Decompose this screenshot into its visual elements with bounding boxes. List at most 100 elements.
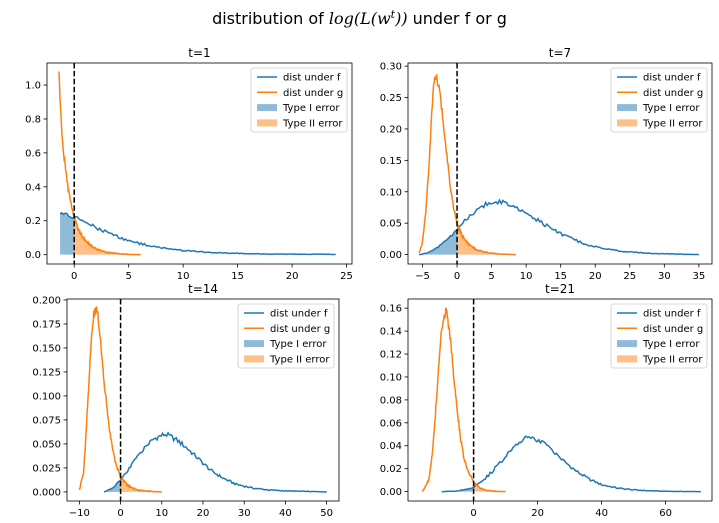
y-tick-label: 0.00 bbox=[380, 250, 402, 261]
x-tick-label: 35 bbox=[693, 271, 706, 282]
y-tick-label: 0.05 bbox=[380, 219, 402, 230]
x-tick-label: 25 bbox=[623, 271, 636, 282]
y-tick-label: 0.175 bbox=[32, 319, 61, 330]
legend-swatch bbox=[617, 340, 637, 348]
legend-label: Type II error bbox=[642, 118, 703, 129]
legend-box bbox=[610, 303, 708, 369]
x-tick-label: 0 bbox=[117, 508, 123, 519]
x-tick-label: 20 bbox=[531, 508, 544, 519]
series-line-f bbox=[59, 211, 336, 256]
legend-label: Type II error bbox=[269, 354, 330, 365]
subplot-3: t=14 −10 0 10 20 30 40 50 0.000 0.025 0.050 0.075 0.… bbox=[32, 282, 340, 519]
axes-frame bbox=[46, 62, 353, 265]
y-tick-label: 0.15 bbox=[380, 156, 402, 167]
x-tick-label: 20 bbox=[589, 271, 602, 282]
y-tick-label: 0.20 bbox=[380, 124, 402, 135]
legend-swatch bbox=[257, 119, 277, 127]
legend-box bbox=[237, 303, 335, 369]
y-tick-label: 0.075 bbox=[32, 415, 61, 426]
legend: dist under f dist under g Type I error Type… bbox=[610, 303, 708, 369]
legend-swatch bbox=[244, 355, 264, 363]
legend-label: dist under g bbox=[643, 324, 703, 335]
series-line-f bbox=[418, 198, 699, 256]
axes-frame bbox=[407, 62, 713, 265]
legend-swatch bbox=[617, 355, 637, 363]
y-tick-label: 0.150 bbox=[32, 343, 61, 354]
series-line-g bbox=[418, 74, 516, 256]
legend: dist under f dist under g Type I error Type… bbox=[610, 67, 708, 133]
plot-area bbox=[418, 63, 699, 264]
legend-item-type-i: Type I error bbox=[617, 103, 700, 114]
x-tick-label: 20 bbox=[197, 508, 210, 519]
y-tick-label: 0.6 bbox=[25, 148, 41, 159]
x-tick-label: 10 bbox=[155, 508, 168, 519]
y-tick-label: 0.08 bbox=[380, 395, 402, 406]
legend-swatch bbox=[617, 119, 637, 127]
title-math-log: log bbox=[329, 9, 354, 28]
subplot-title: t=21 bbox=[545, 282, 575, 296]
legend: dist under f dist under g Type I error Type… bbox=[237, 303, 335, 369]
series-line-g bbox=[58, 71, 141, 256]
plot-area bbox=[78, 299, 327, 501]
legend-item-type-i: Type I error bbox=[257, 103, 340, 114]
legend-label: dist under f bbox=[283, 73, 341, 84]
title-suffix: under f or g bbox=[408, 9, 507, 28]
y-tick-label: 0.10 bbox=[380, 372, 402, 383]
y-tick-label: 0.30 bbox=[380, 62, 402, 73]
y-tick-label: 0.14 bbox=[380, 327, 402, 338]
x-tick-label: 60 bbox=[659, 508, 672, 519]
y-tick-label: 0.4 bbox=[25, 182, 41, 193]
x-tick-label: 5 bbox=[126, 271, 132, 282]
legend-item-f: dist under f bbox=[617, 73, 701, 84]
y-tick-label: 0.10 bbox=[380, 187, 402, 198]
series-line-f bbox=[103, 431, 327, 493]
title-prefix: distribution of bbox=[212, 9, 329, 28]
figure-title: distribution of log(L(wt)) under f or g bbox=[212, 8, 507, 28]
legend-label: Type II error bbox=[642, 354, 703, 365]
y-tick-label: 0.12 bbox=[380, 350, 402, 361]
x-tick-label: −10 bbox=[69, 508, 90, 519]
x-tick-label: 0 bbox=[71, 271, 77, 282]
legend-item-f: dist under f bbox=[244, 309, 328, 320]
legend-item-type-ii: Type II error bbox=[257, 118, 343, 129]
y-tick-label: 0.050 bbox=[32, 439, 61, 450]
type-i-error-area bbox=[60, 212, 75, 255]
legend-item-type-ii: Type II error bbox=[244, 354, 330, 365]
x-tick-label: 20 bbox=[286, 271, 299, 282]
legend-label: dist under f bbox=[270, 309, 328, 320]
x-tick-label: −5 bbox=[415, 271, 430, 282]
y-tick-label: 0.000 bbox=[32, 487, 61, 498]
title-math-L: (L(w bbox=[354, 9, 391, 28]
y-tick-label: 0.025 bbox=[32, 463, 61, 474]
series-line-f bbox=[441, 435, 701, 493]
legend-label: dist under g bbox=[283, 88, 343, 99]
x-tick-label: 40 bbox=[279, 508, 292, 519]
legend-label: Type I error bbox=[282, 103, 340, 114]
x-tick-label: 10 bbox=[177, 271, 190, 282]
type-i-error-area bbox=[419, 229, 458, 255]
legend-label: dist under f bbox=[643, 73, 701, 84]
subplots: t=1 0 5 10 15 20 25 0.0 0.2 0.4 0.6 0.8 1.0 dist unde… bbox=[25, 46, 713, 519]
legend-label: Type I error bbox=[642, 103, 700, 114]
x-tick-label: 40 bbox=[595, 508, 608, 519]
legend-item-g: dist under g bbox=[617, 88, 703, 99]
y-tick-label: 0.100 bbox=[32, 391, 61, 402]
y-tick-label: 0.04 bbox=[380, 441, 402, 452]
x-tick-label: 15 bbox=[554, 271, 567, 282]
legend-box bbox=[250, 67, 348, 133]
legend-item-type-ii: Type II error bbox=[617, 118, 703, 129]
x-tick-label: 30 bbox=[658, 271, 671, 282]
legend-item-f: dist under f bbox=[257, 73, 341, 84]
subplot-2: t=7 −5 0 5 10 15 20 25 30 35 0.00 0.05 0.10 0.15 0.20 0… bbox=[380, 46, 713, 282]
subplot-title: t=7 bbox=[549, 46, 571, 60]
legend-label: dist under g bbox=[270, 324, 330, 335]
legend-item-type-i: Type I error bbox=[617, 339, 700, 350]
legend-box bbox=[610, 67, 708, 133]
legend-item-type-ii: Type II error bbox=[617, 354, 703, 365]
legend-label: dist under g bbox=[643, 88, 703, 99]
plot-area bbox=[421, 299, 701, 501]
legend-item-type-i: Type I error bbox=[244, 339, 327, 350]
y-tick-label: 0.200 bbox=[32, 295, 61, 306]
y-tick-label: 0.125 bbox=[32, 367, 61, 378]
